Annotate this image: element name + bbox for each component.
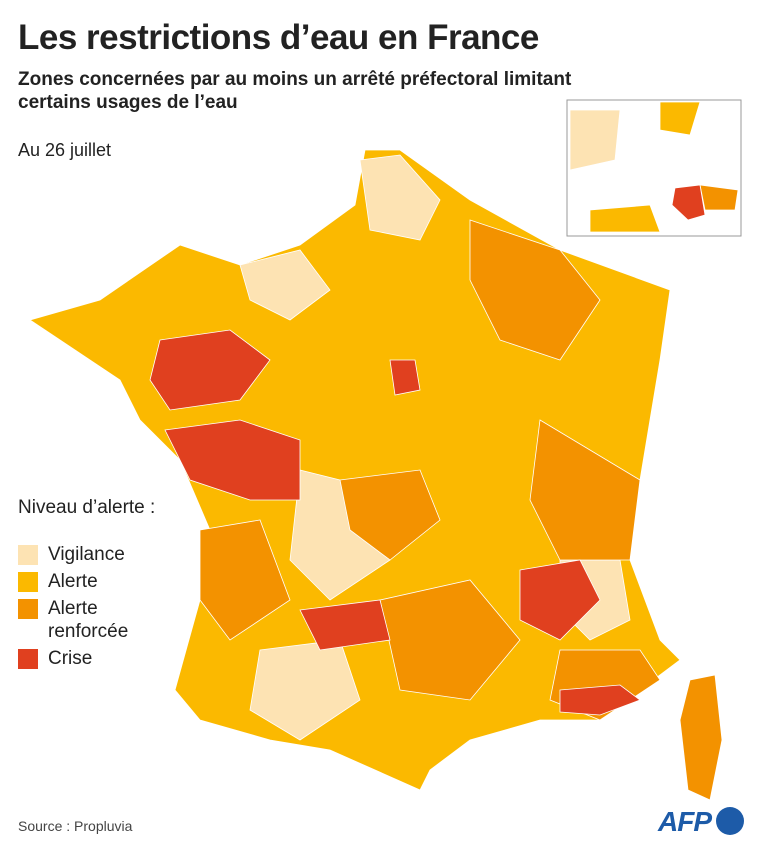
map-region (299, 599, 391, 651)
map-region (679, 674, 723, 801)
legend: Vigilance Alerte Alerte renforcée Crise (18, 543, 168, 674)
map-region (469, 219, 601, 361)
map-region (199, 519, 291, 641)
map-region (149, 329, 271, 411)
legend-item: Alerte renforcée (18, 597, 168, 643)
map-region (389, 359, 421, 396)
map-region (699, 184, 739, 211)
map-region (339, 469, 441, 561)
map-region (379, 579, 521, 701)
map-region (671, 184, 706, 221)
legend-swatch (18, 599, 38, 619)
legend-item: Vigilance (18, 543, 168, 566)
map-region (589, 204, 661, 233)
legend-item: Alerte (18, 570, 168, 593)
legend-label: Crise (48, 648, 93, 669)
legend-item: Crise (18, 647, 168, 670)
title: Les restrictions d’eau en France (18, 18, 539, 57)
logo: AFP (658, 806, 712, 837)
map-region (359, 154, 441, 241)
legend-label: Alerte (48, 571, 98, 592)
legend-swatch (18, 649, 38, 669)
map-region (569, 109, 621, 171)
subtitle: Zones concernées par au moins un arrêté … (18, 69, 572, 113)
map-region (239, 249, 331, 321)
legend-title: Niveau d’alerte : (18, 497, 156, 518)
map-region (659, 101, 701, 136)
map-region (164, 419, 301, 501)
map-region (559, 684, 641, 716)
legend-swatch (18, 572, 38, 592)
legend-label: Vigilance (48, 544, 125, 565)
legend-label: Alerte renforcée (48, 598, 129, 642)
map-region (529, 419, 641, 561)
source: Source : Propluvia (18, 818, 133, 834)
map-region (519, 559, 601, 641)
date: Au 26 juillet (18, 140, 112, 160)
logo-dot (716, 807, 744, 835)
legend-swatch (18, 545, 38, 565)
